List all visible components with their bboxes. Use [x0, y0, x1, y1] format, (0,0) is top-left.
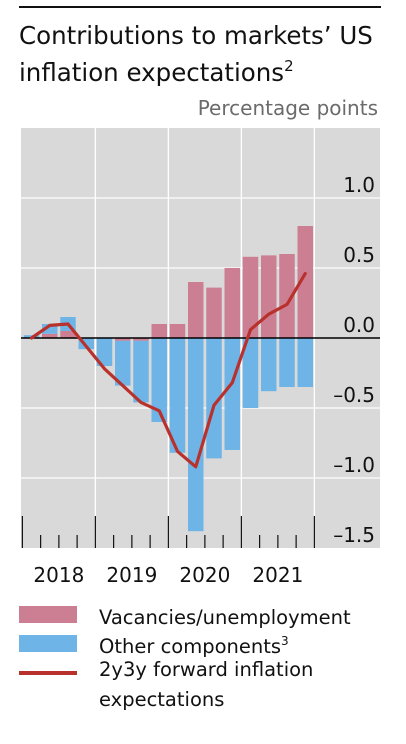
chart-title-text: Contributions to markets’ US inflation e…: [19, 21, 373, 87]
bar-vacancies-unemployment-13: [242, 256, 259, 338]
y-tick-label: 0.0: [343, 313, 375, 337]
x-year-label: 2021: [252, 563, 303, 587]
chart-plot: 1.0 0.5 0.0 –0.5 –1.0 –1.5 2018 2019 2020 2021: [21, 128, 380, 587]
bar-vacancies-unemployment-14: [261, 255, 277, 338]
bar-other-components-8: [151, 338, 167, 422]
bar-other-components-15: [279, 338, 295, 387]
bar-other-components-5: [96, 338, 113, 366]
y-tick-label: –1.5: [333, 523, 375, 547]
bar-vacancies-unemployment-3: [60, 331, 76, 338]
title-footnote-marker: 2: [284, 57, 294, 75]
x-year-label: 2018: [33, 563, 84, 587]
bar-vacancies-unemployment-8: [151, 324, 167, 338]
legend-label-other-components: Other components3: [99, 634, 289, 658]
bar-other-components-9: [169, 338, 186, 453]
bar-vacancies-unemployment-12: [224, 268, 240, 338]
unit-label: Percentage points: [197, 96, 378, 120]
bar-vacancies-unemployment-16: [297, 226, 313, 338]
top-rule: [19, 6, 381, 8]
bar-other-components-14: [261, 338, 277, 392]
bar-other-components-12: [224, 338, 240, 450]
legend-item-other-components: Other components3: [19, 629, 289, 659]
bar-other-components-7: [133, 340, 149, 403]
y-tick-label: 1.0: [343, 173, 375, 197]
bar-vacancies-unemployment-9: [169, 324, 186, 338]
legend-swatch-other-components: [19, 635, 77, 652]
bar-other-components-6: [115, 340, 131, 386]
legend-label-forward-inflation: 2y3y forward inflation expectations: [99, 658, 314, 711]
legend-swatch-forward-inflation: [19, 671, 77, 675]
legend-label-vacancies: Vacancies/unemployment: [99, 606, 351, 629]
y-tick-label: –0.5: [333, 383, 375, 407]
legend-swatch-vacancies: [19, 606, 77, 623]
y-tick-label: 0.5: [343, 243, 375, 267]
bar-other-components-2: [42, 324, 58, 334]
bar-vacancies-unemployment-15: [279, 254, 295, 338]
legend-item-forward-inflation: 2y3y forward inflation expectations: [19, 658, 359, 712]
bar-vacancies-unemployment-2: [42, 333, 58, 338]
y-tick-label: –1.0: [333, 453, 375, 477]
legend-item-vacancies: Vacancies/unemployment: [19, 600, 351, 630]
x-year-label: 2020: [179, 563, 230, 587]
bar-other-components-4: [78, 338, 94, 350]
bar-other-components-11: [206, 338, 222, 459]
bar-other-components-13: [242, 338, 259, 408]
bar-vacancies-unemployment-11: [206, 287, 222, 338]
chart-title: Contributions to markets’ US inflation e…: [19, 20, 399, 88]
bar-other-components-16: [297, 338, 313, 387]
bar-other-components-10: [188, 338, 204, 532]
bar-vacancies-unemployment-6: [115, 338, 131, 341]
line-2y3y-forward-inflation-expectations: [29, 272, 307, 469]
bar-vacancies-unemployment-10: [188, 282, 204, 338]
x-year-label: 2019: [106, 563, 157, 587]
bar-vacancies-unemployment-7: [133, 338, 149, 341]
